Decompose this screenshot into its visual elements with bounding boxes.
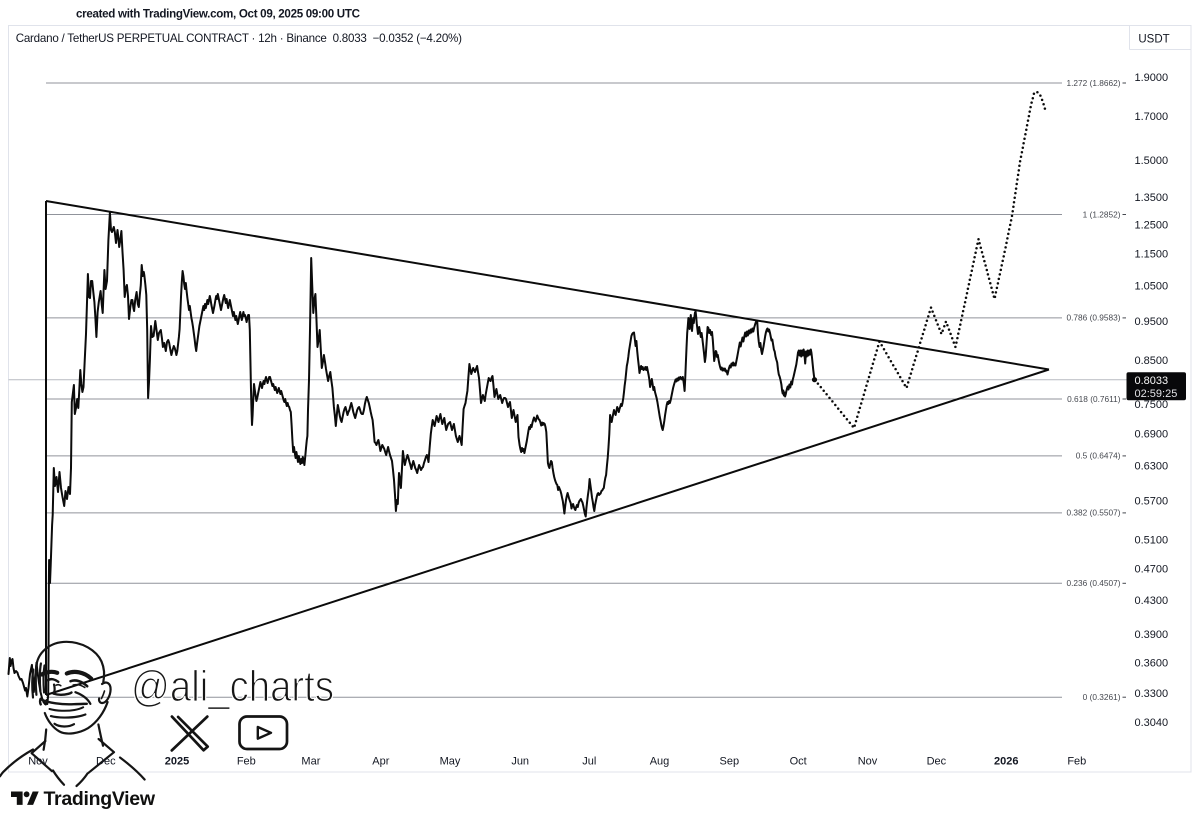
svg-text:Sep: Sep	[720, 756, 740, 768]
svg-text:Aug: Aug	[650, 756, 670, 768]
svg-text:0.786 (0.9583): 0.786 (0.9583)	[1067, 313, 1121, 323]
svg-text:1.7000: 1.7000	[1135, 111, 1169, 123]
svg-text:1.0500: 1.0500	[1135, 281, 1169, 293]
svg-text:May: May	[440, 756, 461, 768]
svg-text:created with TradingView.com,: created with TradingView.com, Oct 09, 20…	[76, 8, 361, 21]
svg-text:0.4700: 0.4700	[1135, 564, 1169, 576]
svg-text:0.5100: 0.5100	[1135, 535, 1169, 547]
svg-text:0.9500: 0.9500	[1135, 316, 1169, 328]
svg-text:0.4300: 0.4300	[1135, 595, 1169, 607]
svg-text:0.5700: 0.5700	[1135, 496, 1169, 508]
svg-text:0.8500: 0.8500	[1135, 355, 1169, 367]
svg-text:0.7500: 0.7500	[1135, 399, 1169, 411]
svg-text:0.618 (0.7611): 0.618 (0.7611)	[1067, 394, 1121, 404]
svg-text:Dec: Dec	[96, 756, 116, 768]
svg-text:1.9000: 1.9000	[1135, 72, 1169, 84]
svg-text:1.1500: 1.1500	[1135, 249, 1169, 261]
svg-text:TradingView: TradingView	[44, 788, 156, 810]
svg-text:Feb: Feb	[1067, 756, 1086, 768]
svg-text:Jul: Jul	[582, 756, 596, 768]
svg-text:0.3600: 0.3600	[1135, 657, 1169, 669]
svg-text:1.2500: 1.2500	[1135, 219, 1169, 231]
svg-text:2025: 2025	[165, 756, 189, 768]
svg-text:0.6900: 0.6900	[1135, 428, 1169, 440]
svg-text:Apr: Apr	[372, 756, 389, 768]
svg-text:Oct: Oct	[790, 756, 807, 768]
svg-text:0.6300: 0.6300	[1135, 460, 1169, 472]
svg-text:Dec: Dec	[927, 756, 947, 768]
svg-text:Nov: Nov	[28, 756, 48, 768]
svg-text:0 (0.3261): 0 (0.3261)	[1083, 692, 1121, 702]
svg-text:0.3900: 0.3900	[1135, 629, 1169, 641]
svg-text:0.3300: 0.3300	[1135, 688, 1169, 700]
svg-text:Mar: Mar	[301, 756, 320, 768]
svg-text:@ali_charts: @ali_charts	[131, 662, 334, 711]
svg-text:0.5 (0.6474): 0.5 (0.6474)	[1076, 451, 1121, 461]
svg-text:Jun: Jun	[511, 756, 529, 768]
svg-text:USDT: USDT	[1138, 34, 1169, 46]
svg-text:2026: 2026	[994, 756, 1018, 768]
svg-text:1.272 (1.8662): 1.272 (1.8662)	[1067, 78, 1121, 88]
svg-text:1 (1.2852): 1 (1.2852)	[1083, 209, 1121, 219]
svg-text:0.236 (0.4507): 0.236 (0.4507)	[1067, 578, 1121, 588]
svg-text:Feb: Feb	[237, 756, 256, 768]
svg-text:0.382 (0.5507): 0.382 (0.5507)	[1067, 508, 1121, 518]
svg-text:0.3040: 0.3040	[1135, 717, 1169, 729]
svg-text:02:59:25: 02:59:25	[1135, 388, 1178, 400]
svg-text:0.8033: 0.8033	[1135, 375, 1169, 387]
svg-text:1.5000: 1.5000	[1135, 155, 1169, 167]
svg-text:Cardano / TetherUS PERPETUAL C: Cardano / TetherUS PERPETUAL CONTRACT · …	[16, 32, 462, 45]
svg-text:1.3500: 1.3500	[1135, 192, 1169, 204]
svg-text:Nov: Nov	[858, 756, 878, 768]
